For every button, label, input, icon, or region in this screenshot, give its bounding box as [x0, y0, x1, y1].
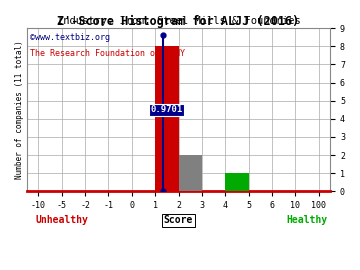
Y-axis label: Number of companies (11 total): Number of companies (11 total) [15, 40, 24, 179]
Bar [179, 155, 202, 191]
Text: ©www.textbiz.org: ©www.textbiz.org [30, 33, 110, 42]
Text: Unhealthy: Unhealthy [35, 215, 88, 225]
Text: Healthy: Healthy [286, 215, 328, 225]
Title: Z'-Score Histogram for ALJJ (2016): Z'-Score Histogram for ALJJ (2016) [57, 15, 300, 28]
Bar [225, 173, 248, 191]
Text: The Research Foundation of SUNY: The Research Foundation of SUNY [30, 49, 185, 58]
Bar [155, 46, 179, 191]
Text: 0.9701: 0.9701 [151, 105, 183, 114]
Text: Industry: Iron, Steel Mills & Foundries: Industry: Iron, Steel Mills & Foundries [57, 16, 300, 26]
Text: Score: Score [164, 215, 193, 225]
